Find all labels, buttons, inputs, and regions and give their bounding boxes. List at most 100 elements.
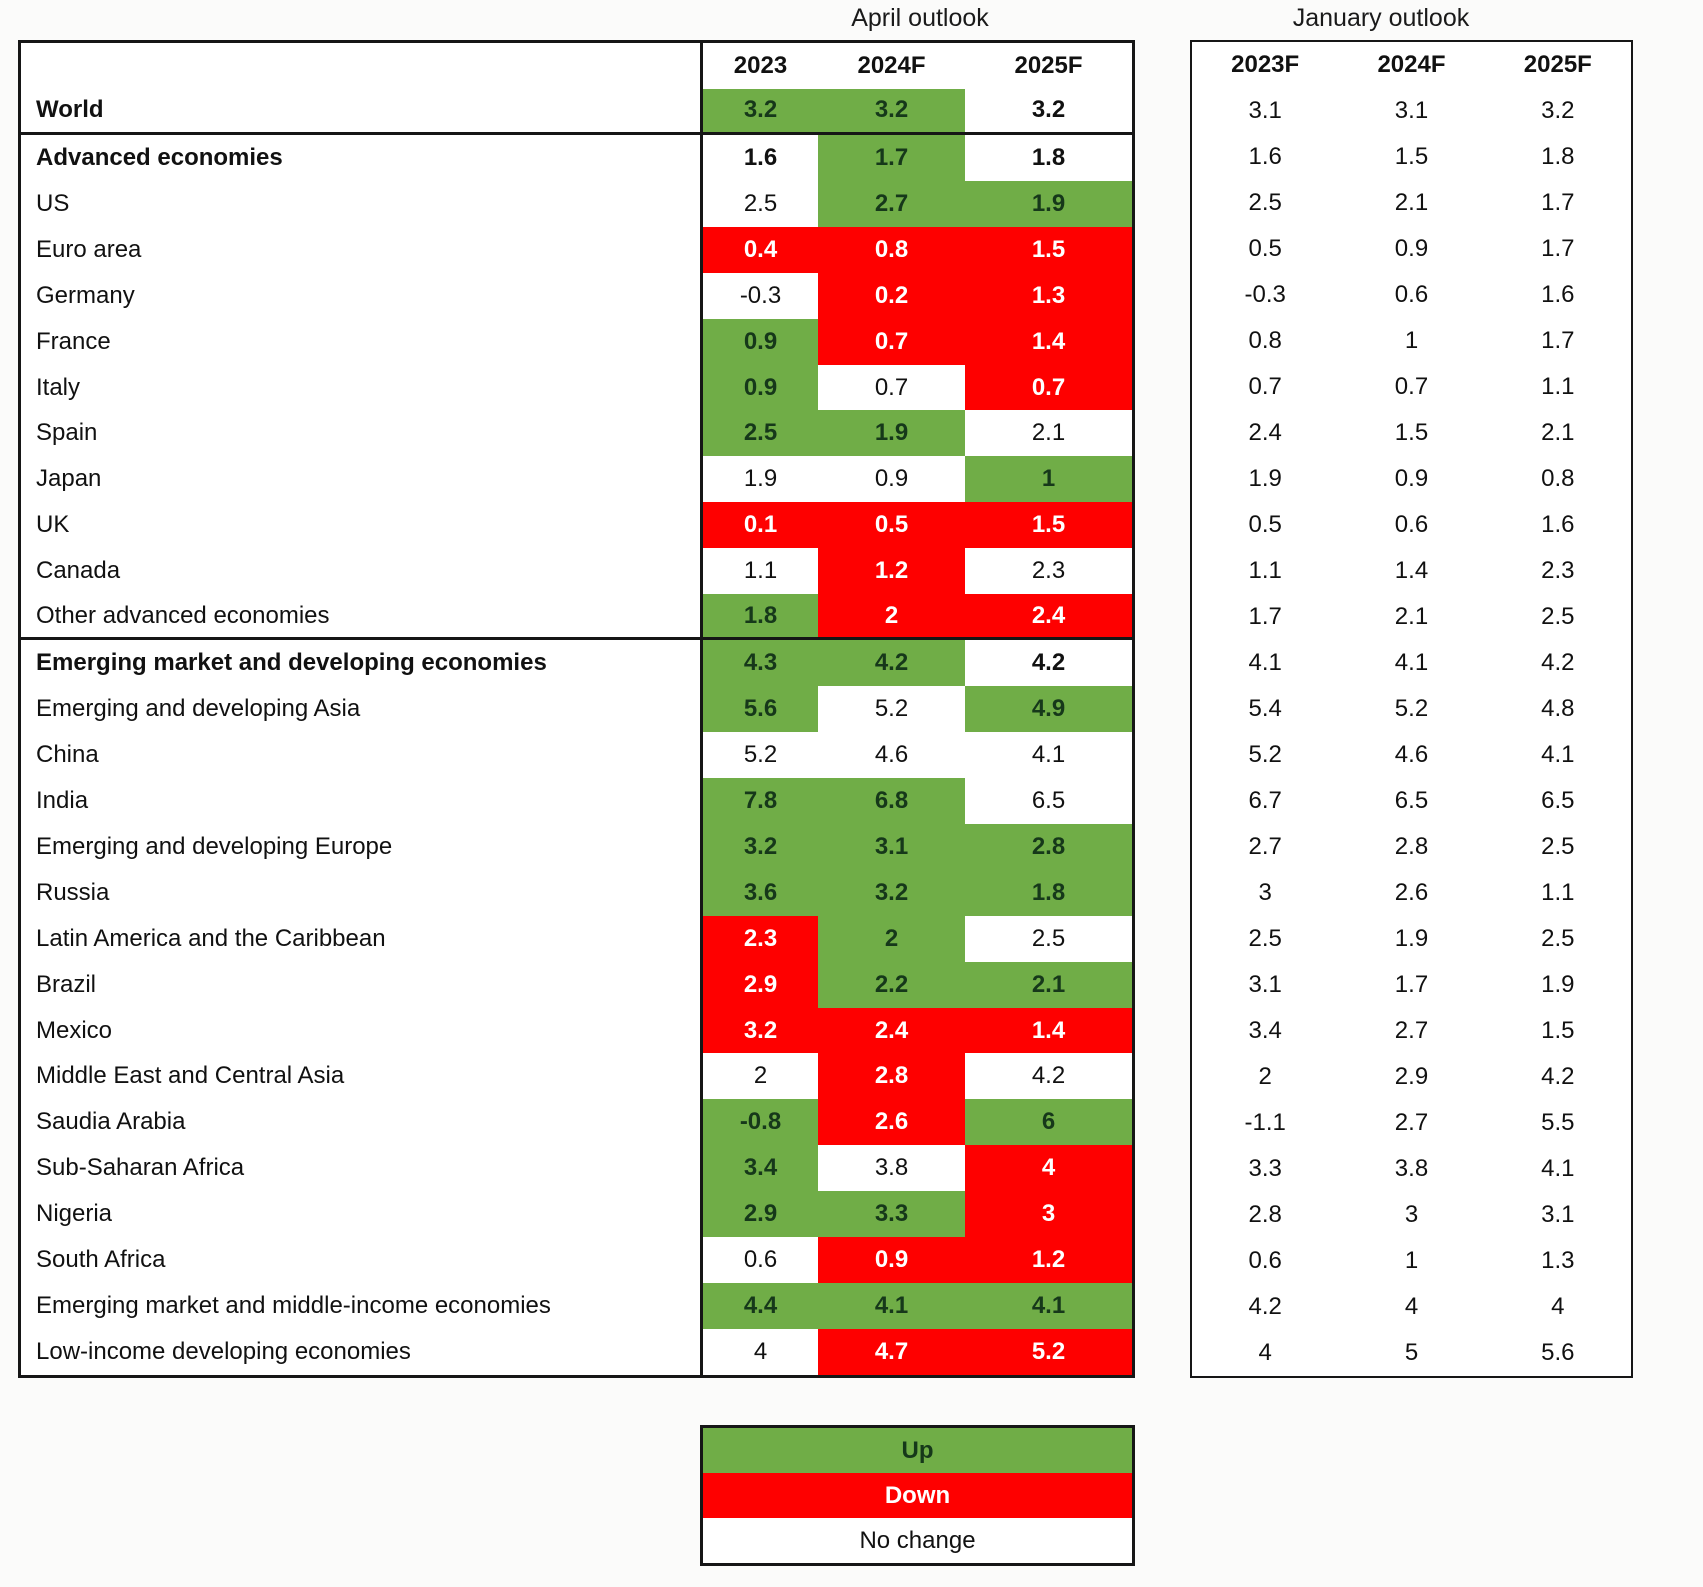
april-value-cell: 2.2 xyxy=(818,961,965,1008)
january-value-cell: 0.8 xyxy=(1541,465,1575,492)
april-value-cell: 1.5 xyxy=(965,226,1132,273)
april-value-cell: 2 xyxy=(818,915,965,962)
april-value-cell: 0.9 xyxy=(818,1237,965,1284)
january-value-cell: 2.5 xyxy=(1248,189,1282,216)
april-value-cell: 0.9 xyxy=(818,456,965,503)
january-value-cell: 4.2 xyxy=(1248,1293,1282,1320)
january-value-cell: 2.1 xyxy=(1394,603,1429,630)
row-label: Japan xyxy=(36,465,102,493)
row-label: Italy xyxy=(36,373,81,401)
april-value-cell: 3.2 xyxy=(700,89,818,135)
january-value-cell: 3.1 xyxy=(1248,971,1282,998)
april-value-cell: 1.8 xyxy=(700,594,818,641)
april-value-cell: 2.3 xyxy=(965,548,1132,595)
april-value-cell: 2.4 xyxy=(818,1007,965,1054)
january-value-cell: -1.1 xyxy=(1244,1109,1286,1136)
legend-up-row: Up xyxy=(703,1428,1132,1473)
april-value-cell: 1.2 xyxy=(818,548,965,595)
april-value-cell: 1.6 xyxy=(700,134,818,181)
january-value-cell: 2.6 xyxy=(1394,879,1429,906)
april-value-cell: 3.3 xyxy=(818,1191,965,1238)
april-value-cell: 1.2 xyxy=(965,1237,1132,1284)
april-value-cell: 2.3 xyxy=(700,915,818,962)
january-value-cell: 2.8 xyxy=(1248,1201,1282,1228)
january-value-cell: 2 xyxy=(1258,1063,1272,1090)
row-label: Germany xyxy=(36,281,135,309)
april-value-cell: 2 xyxy=(818,594,965,641)
january-value-cell: 1.1 xyxy=(1248,557,1282,584)
january-value-cell: 1.5 xyxy=(1541,1017,1575,1044)
april-value-cell: 2.1 xyxy=(965,410,1132,457)
january-value-cell: 4.1 xyxy=(1394,649,1429,676)
april-value-cell: 4 xyxy=(700,1329,818,1375)
january-year-header: 2024F xyxy=(1377,51,1446,78)
january-value-cell: -0.3 xyxy=(1244,281,1286,308)
january-value-cell: 3.1 xyxy=(1248,97,1282,124)
january-value-cell: 1.3 xyxy=(1541,1247,1575,1274)
january-outlook-title: January outlook xyxy=(1292,4,1470,32)
january-value-cell: 0.6 xyxy=(1394,281,1429,308)
row-label: Advanced economies xyxy=(36,143,283,171)
april-value-cell: 1.8 xyxy=(965,134,1132,181)
january-value-cell: 4.1 xyxy=(1248,649,1282,676)
april-value-cell: 3.1 xyxy=(818,823,965,870)
april-value-cell: 4.7 xyxy=(818,1329,965,1375)
row-label: France xyxy=(36,327,111,355)
january-value-cell: 4.1 xyxy=(1541,1155,1575,1182)
april-value-cell: 4.2 xyxy=(965,1053,1132,1100)
january-value-cell: 3.3 xyxy=(1248,1155,1282,1182)
january-value-cell: 1.7 xyxy=(1541,327,1575,354)
april-value-cell: 4.3 xyxy=(700,640,818,687)
row-label: Emerging market and middle-income econom… xyxy=(36,1292,551,1320)
january-value-cell: 6.5 xyxy=(1541,787,1575,814)
january-value-cell: 4.8 xyxy=(1541,695,1575,722)
legend-down-row: Down xyxy=(703,1473,1132,1518)
january-value-cell: 1 xyxy=(1404,1247,1419,1274)
january-value-cell: 2.7 xyxy=(1248,833,1282,860)
april-value-cell: 1.1 xyxy=(700,548,818,595)
april-value-cell: 0.4 xyxy=(700,226,818,273)
january-value-cell: 2.1 xyxy=(1541,419,1575,446)
row-label: Emerging and developing Asia xyxy=(36,695,361,723)
april-year-header: 2023 xyxy=(700,43,818,89)
january-value-cell: 4.1 xyxy=(1541,741,1575,768)
january-value-cell: 0.9 xyxy=(1394,235,1429,262)
january-value-cell: 3.2 xyxy=(1541,97,1575,124)
january-value-cell: 3.1 xyxy=(1394,97,1429,124)
april-value-cell: 3.6 xyxy=(700,869,818,916)
january-value-cell: 0.7 xyxy=(1248,373,1282,400)
color-legend: Up Down No change xyxy=(700,1425,1135,1566)
april-value-cell: 3.2 xyxy=(965,89,1132,135)
april-value-cell: 2.5 xyxy=(700,410,818,457)
january-value-cell: 1.6 xyxy=(1541,281,1575,308)
january-value-cell: 1.7 xyxy=(1394,971,1429,998)
april-value-cell: 2.1 xyxy=(965,961,1132,1008)
april-value-cell: 1.3 xyxy=(965,272,1132,319)
row-label: Low-income developing economies xyxy=(36,1338,411,1366)
april-value-cell: 7.8 xyxy=(700,777,818,824)
january-value-cell: 1.7 xyxy=(1541,235,1575,262)
april-value-cell: 0.5 xyxy=(818,502,965,549)
row-label: South Africa xyxy=(36,1246,166,1274)
january-value-cell: 2.7 xyxy=(1394,1017,1429,1044)
january-value-cell: 4.6 xyxy=(1394,741,1429,768)
row-label: Emerging and developing Europe xyxy=(36,832,393,860)
january-value-cell: 3 xyxy=(1404,1201,1419,1228)
january-value-cell: 3.4 xyxy=(1248,1017,1282,1044)
row-label: Saudia Arabia xyxy=(36,1108,186,1136)
april-value-cell: 3.4 xyxy=(700,1145,818,1192)
april-year-header: 2024F xyxy=(857,52,926,79)
january-value-cell: 4 xyxy=(1258,1339,1272,1366)
january-value-cell: 4 xyxy=(1404,1293,1419,1320)
january-value-cell: 1 xyxy=(1404,327,1419,354)
january-value-cell: 1.5 xyxy=(1394,143,1429,170)
april-value-cell: 2.5 xyxy=(965,915,1132,962)
january-value-cell: 5.2 xyxy=(1394,695,1429,722)
april-value-cell: 3.8 xyxy=(818,1145,965,1192)
row-label: Nigeria xyxy=(36,1200,113,1228)
april-value-cell: -0.8 xyxy=(700,1099,818,1146)
january-value-cell: 1.1 xyxy=(1541,879,1575,906)
row-label: Other advanced economies xyxy=(21,594,700,641)
april-value-cell: 4.2 xyxy=(818,640,965,687)
